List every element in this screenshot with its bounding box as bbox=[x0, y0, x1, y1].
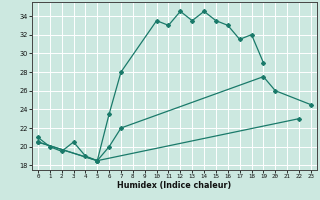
X-axis label: Humidex (Indice chaleur): Humidex (Indice chaleur) bbox=[117, 181, 232, 190]
